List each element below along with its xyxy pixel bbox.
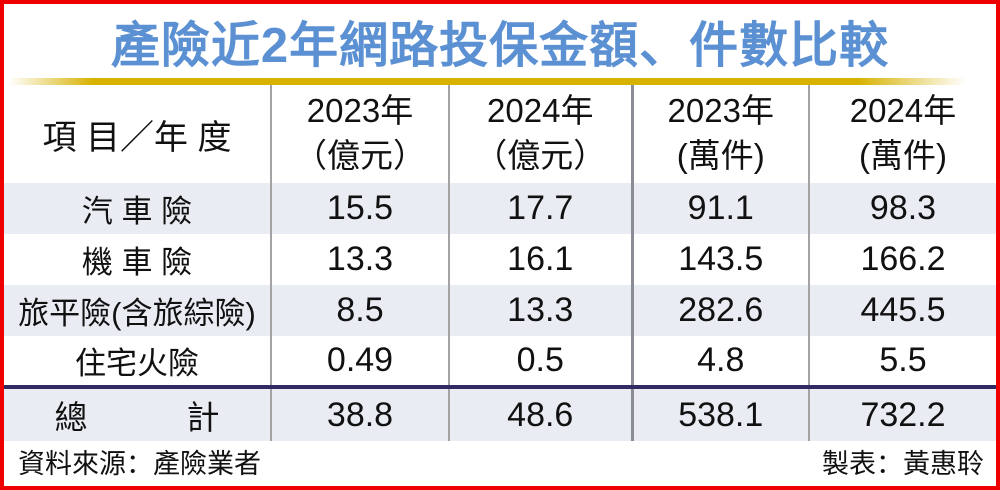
col-header-unit: （億元）	[294, 137, 426, 174]
table-row-motorcycle-insurance: 機 車 險 13.3 16.1 143.5 166.2	[4, 234, 996, 285]
corner-header: 項 目／年 度	[42, 118, 232, 157]
col-header-2023-amount: 2023年 （億元）	[270, 85, 449, 183]
col-header-2023-count: 2023年 (萬件)	[630, 85, 809, 183]
cell-2023-amount: 13.3	[270, 234, 449, 285]
data-source-note: 資料來源：產險業者	[18, 449, 261, 479]
col-header-unit: （億元）	[474, 137, 607, 174]
row-label: 旅平險(含旅綜險)	[18, 296, 256, 331]
cell-2023-amount: 0.49	[270, 336, 449, 387]
page-title: 產險近2年網路投保金額、件數比較	[110, 18, 890, 73]
col-header-unit: (萬件)	[859, 137, 947, 174]
gold-divider	[4, 78, 996, 85]
col-header-2024-amount: 2024年 （億元）	[448, 85, 632, 183]
cell-2023-count: 282.6	[630, 285, 809, 336]
table-row-travel-insurance: 旅平險(含旅綜險) 8.5 13.3 282.6 445.5	[4, 285, 996, 336]
cell-2023-amount: 8.5	[270, 285, 449, 336]
row-label: 住宅火險	[75, 346, 199, 381]
cell-2024-count: 5.5	[808, 336, 996, 387]
cell-2024-amount: 0.5	[448, 336, 632, 387]
col-header-year: 2023年	[667, 92, 774, 130]
table-row-residential-fire-insurance: 住宅火險 0.49 0.5 4.8 5.5	[4, 336, 996, 387]
total-2024-count: 732.2	[808, 385, 996, 441]
header-row: 項 目／年 度 2023年 （億元） 2024年 （億元） 2023年 (萬件)…	[4, 85, 996, 183]
table-credit-note: 製表：黃惠聆	[822, 449, 984, 479]
row-label: 汽 車 險	[81, 194, 193, 229]
cell-2023-count: 4.8	[630, 336, 809, 387]
col-header-unit: (萬件)	[676, 137, 765, 174]
insurance-comparison-table: 項 目／年 度 2023年 （億元） 2024年 （億元） 2023年 (萬件)…	[4, 85, 996, 441]
cell-2024-amount: 17.7	[448, 183, 632, 234]
total-2024-amount: 48.6	[448, 385, 632, 441]
cell-2023-count: 143.5	[630, 234, 809, 285]
cell-2024-amount: 16.1	[448, 234, 632, 285]
cell-2023-amount: 15.5	[270, 183, 449, 234]
total-label: 總 計	[4, 385, 271, 441]
row-label: 機 車 險	[81, 245, 193, 280]
cell-2024-count: 445.5	[808, 285, 996, 336]
footer: 資料來源：產險業者 製表：黃惠聆	[4, 441, 996, 486]
title-bar: 產險近2年網路投保金額、件數比較	[4, 4, 996, 78]
total-2023-count: 538.1	[630, 385, 809, 441]
cell-2024-count: 98.3	[808, 183, 996, 234]
cell-2023-count: 91.1	[630, 183, 809, 234]
cell-2024-amount: 13.3	[448, 285, 632, 336]
table-row-auto-insurance: 汽 車 險 15.5 17.7 91.1 98.3	[4, 183, 996, 234]
col-header-year: 2024年	[487, 92, 594, 130]
table-row-total: 總 計 38.8 48.6 538.1 732.2	[4, 385, 996, 441]
cell-2024-count: 166.2	[808, 234, 996, 285]
col-header-2024-count: 2024年 (萬件)	[808, 85, 996, 183]
col-header-year: 2024年	[849, 92, 957, 130]
col-header-year: 2023年	[306, 92, 414, 130]
total-2023-amount: 38.8	[270, 385, 449, 441]
